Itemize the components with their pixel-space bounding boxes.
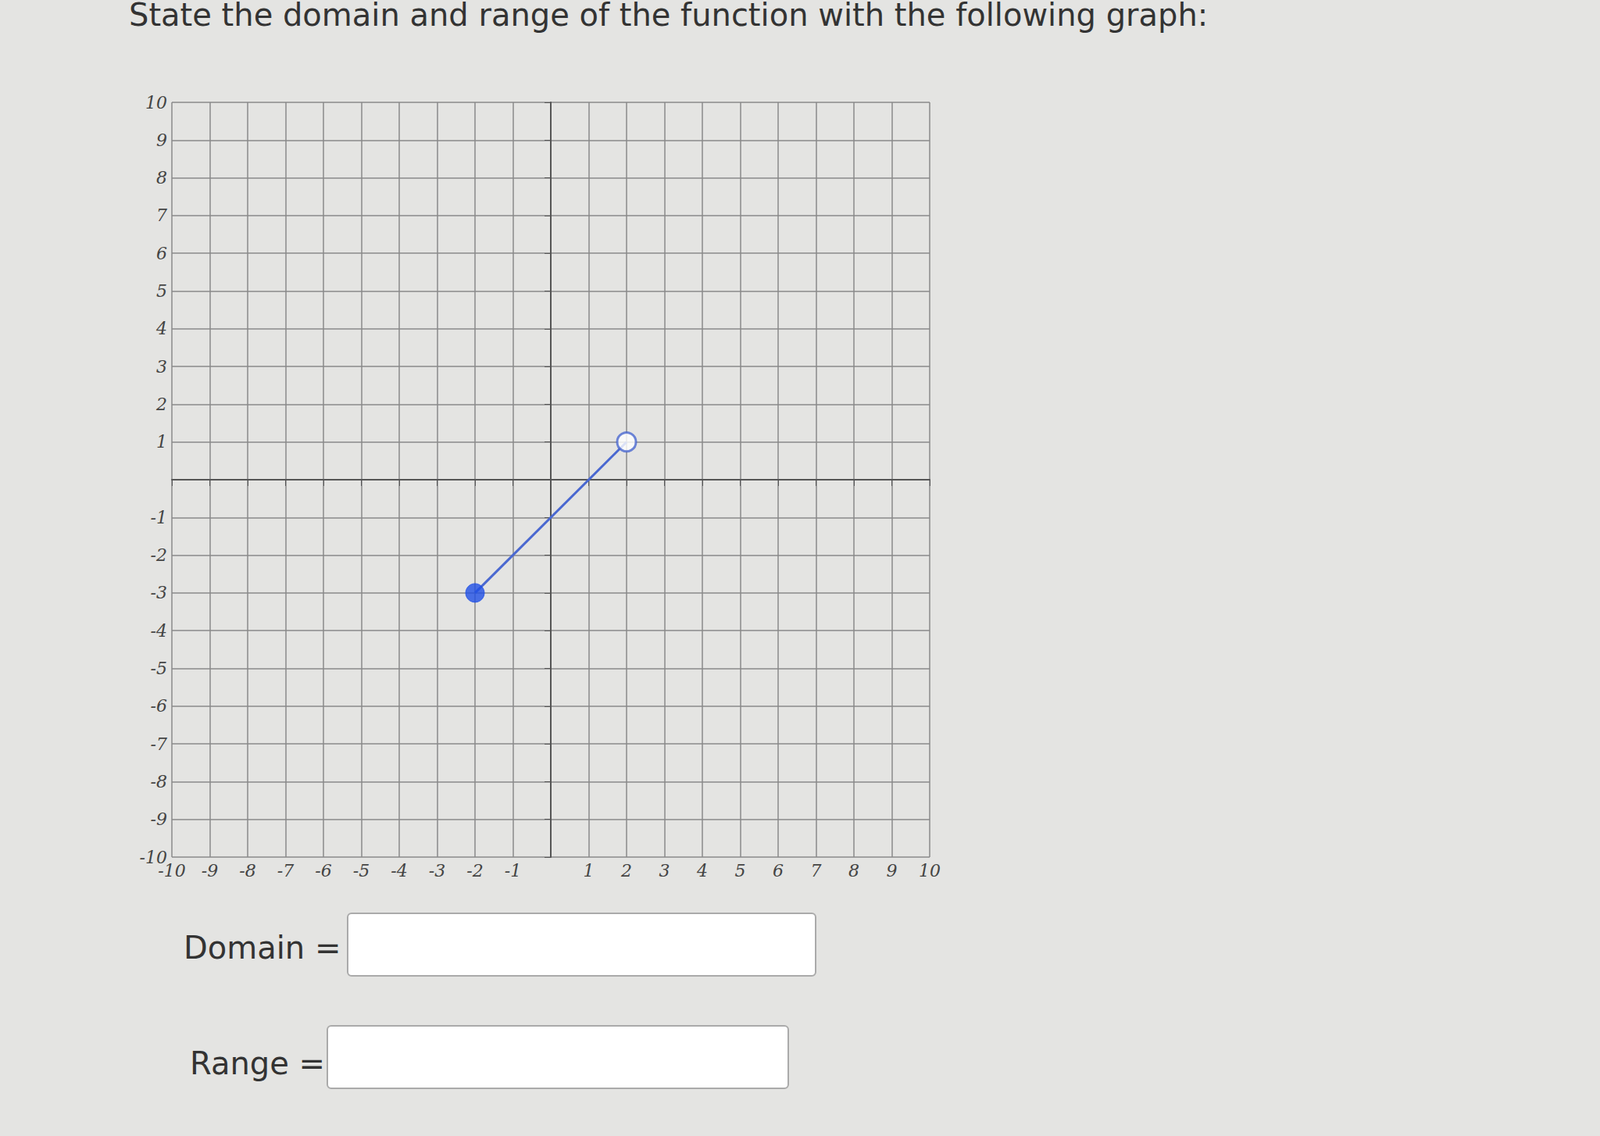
svg-text:-8: -8: [150, 771, 168, 792]
svg-text:-9: -9: [150, 809, 168, 829]
svg-text:-2: -2: [150, 545, 168, 565]
html-text:Domain =: Domain =: [183, 929, 342, 966]
svg-text:1: 1: [156, 432, 168, 452]
svg-text:-5: -5: [353, 860, 370, 881]
html-text:Range =: Range =: [189, 1045, 325, 1082]
svg-text:10: 10: [918, 860, 941, 881]
svg-text:9: 9: [886, 860, 898, 881]
svg-text:-1: -1: [150, 507, 168, 528]
svg-text:6: 6: [156, 243, 168, 264]
svg-text:2: 2: [155, 394, 168, 415]
svg-text:1: 1: [583, 860, 595, 881]
svg-text:State the domain and range of: State the domain and range of the functi…: [128, 0, 1208, 33]
svg-text:-10: -10: [139, 847, 168, 867]
svg-text:3: 3: [659, 860, 671, 881]
svg-text:-6: -6: [314, 860, 332, 881]
svg-text:-7: -7: [150, 734, 168, 754]
svg-text:6: 6: [772, 860, 784, 881]
svg-text:9: 9: [156, 130, 168, 150]
svg-text:-2: -2: [466, 860, 483, 881]
svg-text:-3: -3: [428, 860, 446, 881]
svg-text:3: 3: [156, 357, 168, 377]
svg-text:-5: -5: [150, 658, 168, 679]
svg-text:-1: -1: [504, 860, 522, 881]
svg-text:8: 8: [156, 167, 168, 188]
svg-text:4: 4: [155, 318, 168, 339]
svg-text:5: 5: [735, 860, 747, 881]
svg-text:-7: -7: [277, 860, 294, 881]
svg-text:-4: -4: [150, 621, 168, 641]
svg-text:7: 7: [156, 205, 168, 225]
svg-text:7: 7: [810, 860, 822, 881]
svg-text:10: 10: [145, 92, 168, 113]
svg-text:5: 5: [156, 281, 168, 301]
svg-text:2: 2: [620, 860, 633, 881]
svg-text:-10: -10: [157, 860, 186, 881]
svg-text:8: 8: [848, 860, 860, 881]
svg-text:-4: -4: [390, 860, 408, 881]
svg-text:-8: -8: [239, 860, 256, 881]
svg-text:-6: -6: [150, 696, 168, 716]
svg-text:4: 4: [696, 860, 708, 881]
svg-text:-3: -3: [150, 582, 168, 603]
svg-text:-9: -9: [201, 860, 218, 881]
